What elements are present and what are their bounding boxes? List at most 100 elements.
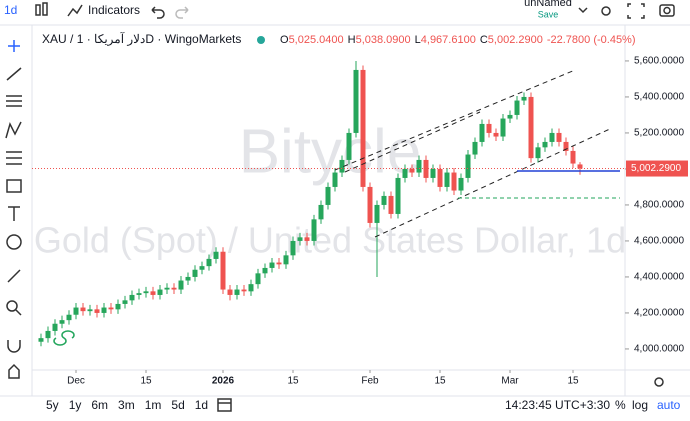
ohlc-value: 5,002.2900	[488, 34, 543, 46]
ohlc-key: H	[348, 34, 356, 46]
candle-body	[178, 280, 184, 290]
candle-body	[143, 291, 149, 294]
candle-body	[381, 195, 387, 205]
candle-body	[283, 255, 289, 265]
watermark: Bitycle	[239, 117, 422, 186]
candle-body	[367, 186, 373, 223]
y-tick-label: 4,800.0000	[634, 200, 684, 211]
candle-body	[535, 147, 541, 159]
settings[interactable]	[601, 6, 611, 16]
candle-body	[122, 300, 128, 304]
candle-body	[409, 168, 415, 173]
candles-icon[interactable]	[35, 2, 48, 16]
layout-name[interactable]: unNamed	[524, 0, 572, 9]
candle-body	[563, 141, 569, 151]
indicators-button[interactable]: Indicators	[88, 3, 140, 17]
axis-settings[interactable]	[654, 377, 664, 387]
candle-body	[38, 338, 44, 342]
market-status	[257, 36, 265, 44]
candle-body	[297, 237, 303, 241]
goto-date[interactable]	[217, 398, 232, 412]
y-tick-label: 4,600.0000	[634, 236, 684, 247]
candle-body	[486, 123, 492, 133]
candle-body	[199, 266, 205, 270]
y-tick-label: 4,200.0000	[634, 308, 684, 319]
candle-body	[500, 118, 506, 137]
ohlc-legend: O 5,025.0400 H 5,038.0900 L 4,967.6100 C 5,002.…	[280, 34, 636, 46]
range-button[interactable]: 5d	[171, 398, 184, 412]
candle-body	[94, 309, 100, 313]
candle-body	[136, 293, 142, 295]
percent-toggle[interactable]: %	[615, 398, 626, 412]
candle-body	[206, 258, 212, 267]
candle-body	[45, 330, 51, 339]
candle-body	[87, 309, 93, 312]
screenshot[interactable]	[659, 4, 675, 17]
layout-menu[interactable]	[578, 7, 588, 14]
candle-body	[241, 289, 247, 292]
x-tick-label: 15	[140, 376, 152, 387]
undo[interactable]	[151, 6, 165, 19]
y-tick-label: 5,400.0000	[634, 92, 684, 103]
candle-body	[262, 267, 268, 274]
ohlc-value: 5,025.0400	[289, 34, 344, 46]
y-tick-label: 5,200.0000	[634, 128, 684, 139]
change: -22.7800 (-0.45%)	[547, 34, 636, 46]
range-button[interactable]: 5y	[46, 398, 59, 412]
candle-body	[521, 96, 527, 101]
channel-upper	[334, 69, 576, 171]
candle-body	[437, 168, 443, 187]
x-tick-label: 2026	[212, 376, 235, 387]
ohlc-key: L	[415, 34, 421, 46]
candle-body	[66, 314, 72, 321]
x-tick-label: Dec	[67, 376, 85, 387]
candle-body	[164, 287, 170, 290]
candle-body	[514, 100, 520, 115]
range-button[interactable]: 1m	[145, 398, 162, 412]
candle-body	[549, 132, 555, 142]
candle-body	[150, 291, 156, 295]
candle-body	[395, 177, 401, 214]
candle-body	[360, 69, 366, 187]
interval-button[interactable]: 1d	[4, 3, 17, 17]
channel-lower	[374, 127, 613, 238]
candle-body	[52, 323, 58, 331]
log-toggle[interactable]: log	[632, 398, 648, 412]
range-button[interactable]: 6m	[91, 398, 108, 412]
ohlc-key: O	[280, 34, 289, 46]
channel-mid	[344, 111, 481, 173]
indicators-icon[interactable]	[67, 4, 83, 17]
candle-body	[430, 168, 436, 178]
candle-body	[311, 219, 317, 241]
plot	[38, 60, 583, 347]
x-tick-label: Feb	[361, 376, 379, 387]
candle-body	[73, 307, 79, 315]
range-button[interactable]: 1y	[69, 398, 82, 412]
candle-body	[255, 273, 261, 285]
candle-body	[213, 251, 219, 259]
save-button[interactable]: Save	[538, 9, 559, 19]
candle-body	[269, 262, 275, 268]
clock: 14:23:45 UTC+3:30	[505, 398, 610, 412]
fullscreen[interactable]	[627, 3, 645, 19]
candle-body	[507, 114, 513, 119]
channel-drawing	[334, 69, 613, 238]
last-price-box	[626, 160, 688, 177]
candle-body	[346, 132, 352, 160]
candle-body	[234, 289, 240, 295]
drawing-tools[interactable]	[5, 40, 22, 379]
range-buttons: 5y 1y 6m 3m 1m 5d 1d	[46, 398, 208, 412]
candle-body	[577, 164, 583, 169]
range-button[interactable]: 3m	[118, 398, 135, 412]
range-button[interactable]: 1d	[195, 398, 208, 412]
candle-body	[192, 269, 198, 277]
candle-body	[570, 150, 576, 164]
candle-body	[108, 307, 114, 310]
auto-toggle[interactable]: auto	[657, 398, 681, 412]
candle-body	[129, 294, 135, 301]
redo[interactable]	[175, 6, 189, 19]
logo	[53, 330, 75, 346]
x-tick-label: Mar	[501, 376, 519, 387]
